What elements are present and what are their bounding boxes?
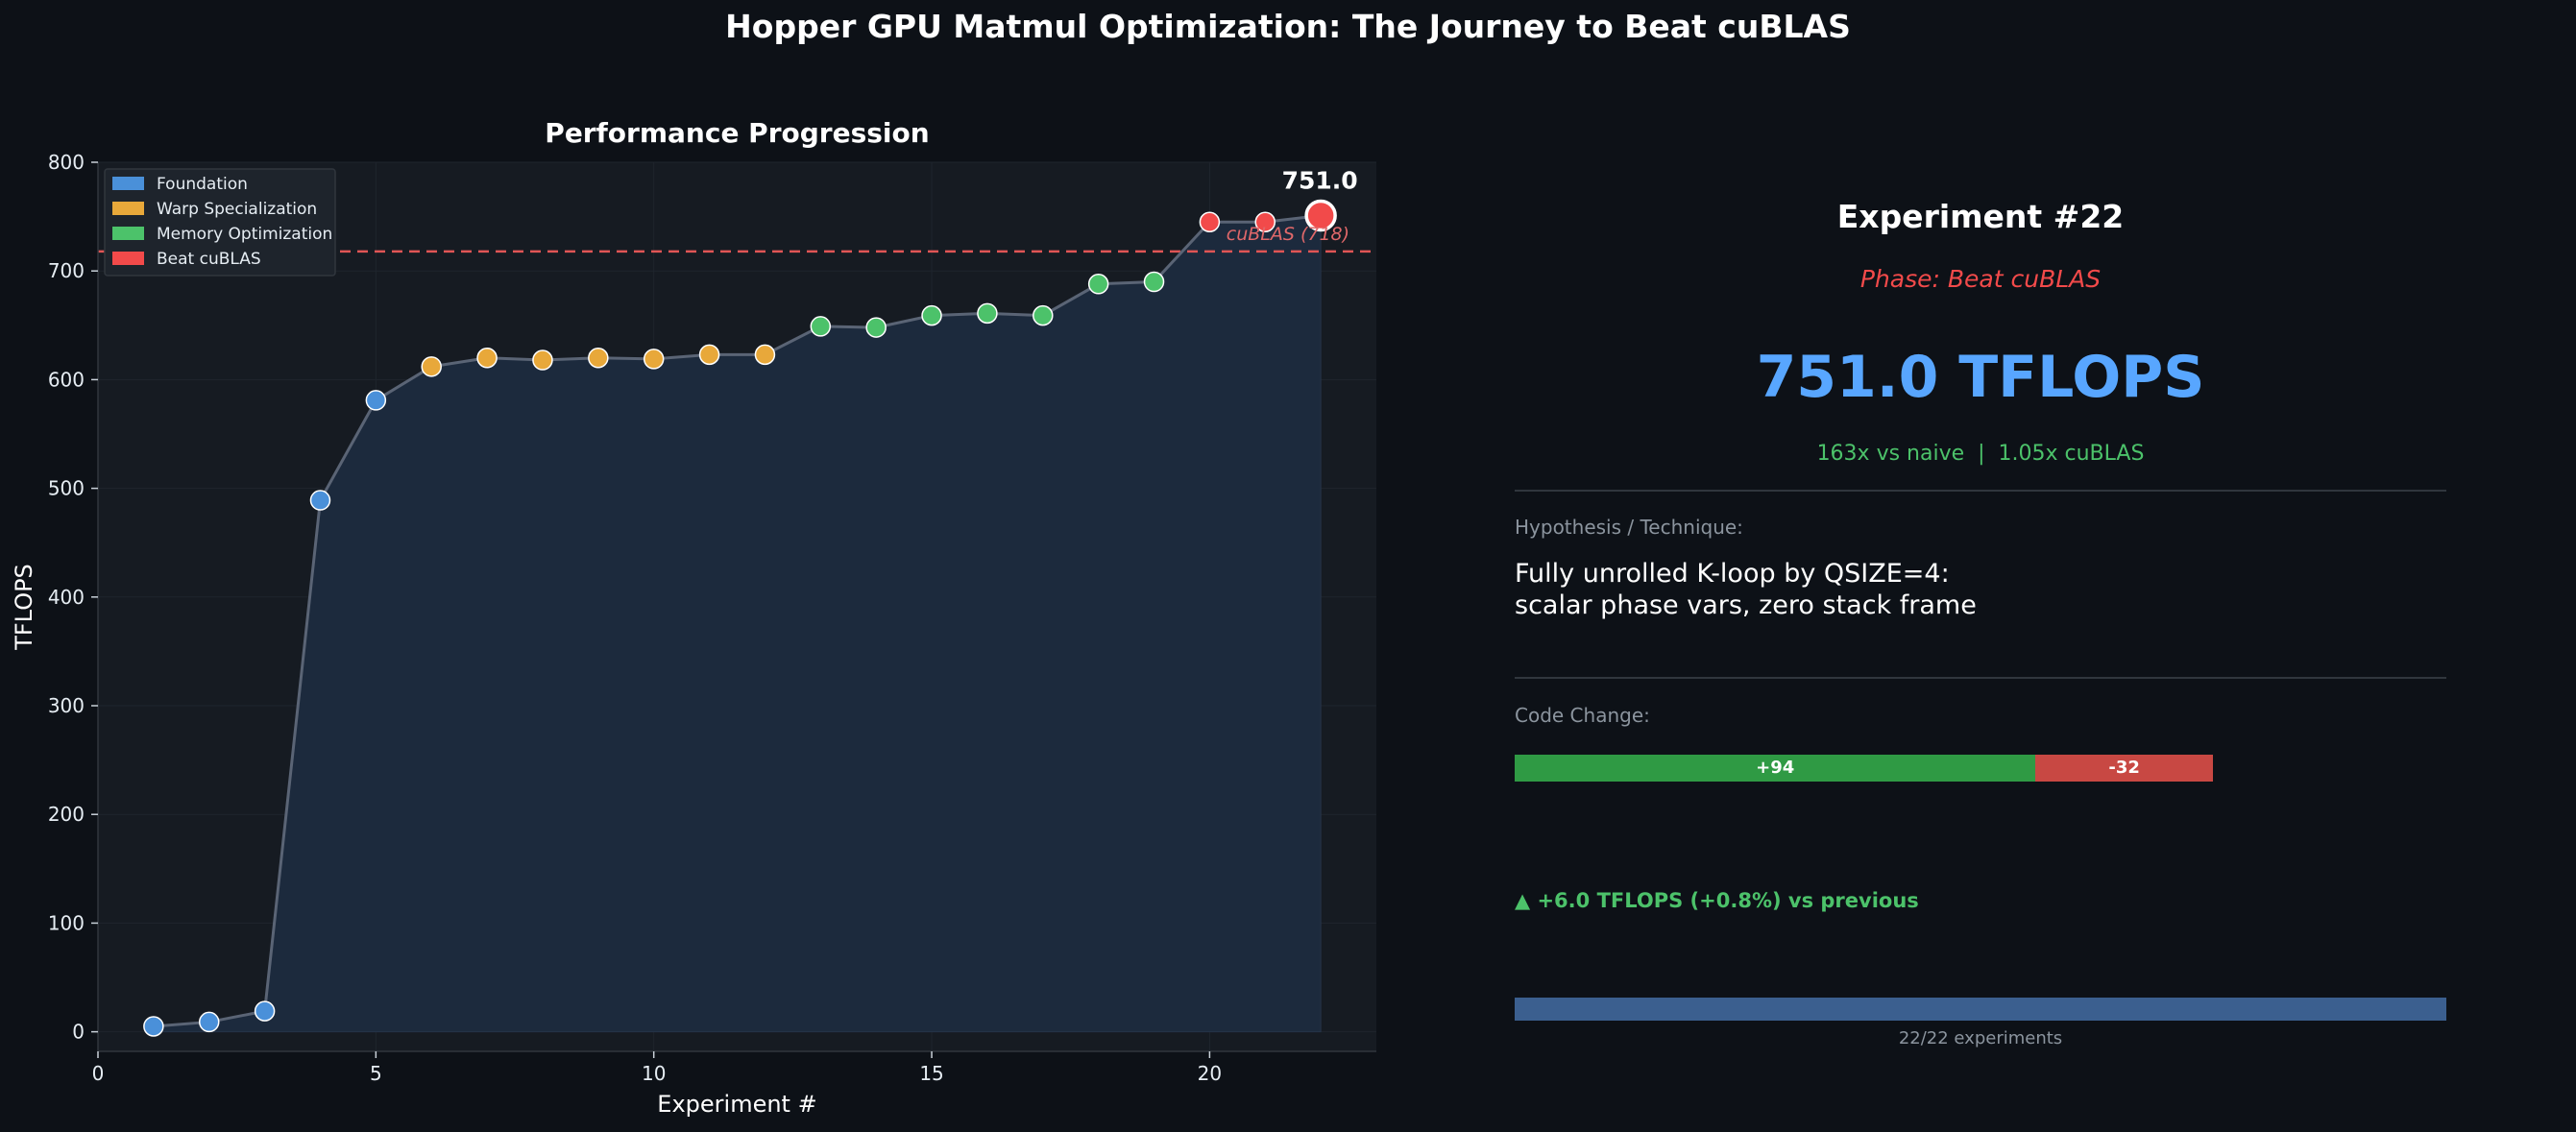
- legend-label: Foundation: [157, 175, 248, 194]
- data-point: [1304, 199, 1337, 232]
- data-point: [588, 348, 609, 369]
- data-point: [1033, 304, 1054, 326]
- y-tick-label: 0: [72, 1021, 85, 1044]
- legend-label: Beat cuBLAS: [157, 250, 261, 269]
- data-point: [365, 390, 387, 411]
- data-point: [643, 349, 665, 370]
- x-axis-label: Experiment #: [657, 1091, 816, 1118]
- lines-added-bar: +94: [1515, 755, 2036, 782]
- legend-box: [104, 168, 336, 277]
- x-tick-label: 10: [642, 1062, 666, 1085]
- data-point: [810, 316, 832, 337]
- x-tick-label: 0: [92, 1062, 105, 1085]
- legend-swatch: [112, 252, 144, 265]
- y-tick-label: 800: [48, 151, 85, 174]
- x-tick-label: 15: [919, 1062, 943, 1085]
- data-point: [254, 1000, 276, 1022]
- y-tick-label: 600: [48, 368, 85, 391]
- y-axis-label: TFLOPS: [11, 564, 37, 651]
- data-point: [476, 348, 498, 369]
- data-point: [1199, 211, 1221, 233]
- highlight-label: 751.0: [1282, 166, 1358, 194]
- data-point: [698, 344, 720, 366]
- legend-swatch: [112, 227, 144, 240]
- y-tick-label: 300: [48, 694, 85, 717]
- y-tick-label: 400: [48, 586, 85, 609]
- legend-swatch: [112, 177, 144, 190]
- progress-text: 22/22 experiments: [1898, 1028, 2063, 1048]
- y-tick-label: 200: [48, 803, 85, 826]
- divider: [1515, 490, 2446, 492]
- data-point: [921, 304, 942, 326]
- chart-title: Performance Progression: [545, 117, 929, 149]
- experiment-detail-panel: Experiment #22 Phase: Beat cuBLAS 751.0 …: [1515, 0, 2446, 1132]
- hypothesis-text: Fully unrolled K-loop by QSIZE=4: scalar…: [1515, 559, 1977, 620]
- experiment-title: Experiment #22: [1836, 198, 2125, 235]
- legend-label: Memory Optimization: [157, 225, 332, 244]
- speedup-summary: 163x vs naive | 1.05x cuBLAS: [1816, 442, 2145, 466]
- data-point: [421, 356, 442, 377]
- tflops-value: 751.0 TFLOPS: [1756, 344, 2205, 411]
- data-point: [865, 317, 887, 338]
- y-tick-label: 700: [48, 259, 85, 282]
- lines-removed-bar: -32: [2035, 755, 2213, 782]
- y-tick-label: 100: [48, 911, 85, 934]
- data-point: [977, 302, 998, 325]
- code-change-label: Code Change:: [1515, 704, 1650, 727]
- x-tick-label: 5: [370, 1062, 382, 1085]
- figure-title: Hopper GPU Matmul Optimization: The Jour…: [725, 8, 1851, 45]
- cublas-reference-label: cuBLAS (718): [1227, 224, 1349, 245]
- data-point: [754, 344, 776, 366]
- progress-fill: [1515, 998, 2446, 1021]
- data-point: [1087, 274, 1109, 295]
- tflops-delta: ▲ +6.0 TFLOPS (+0.8%) vs previous: [1515, 889, 1919, 912]
- data-point: [1254, 211, 1276, 233]
- data-point: [198, 1011, 220, 1033]
- experiment-progress-bar: [1515, 998, 2446, 1021]
- series-line: [153, 213, 1322, 1028]
- legend-swatch: [112, 202, 144, 215]
- data-point: [309, 490, 331, 511]
- legend-label: Warp Specialization: [157, 200, 317, 219]
- data-point: [1143, 271, 1165, 293]
- hypothesis-label: Hypothesis / Technique:: [1515, 516, 1743, 539]
- divider: [1515, 677, 2446, 679]
- data-point: [143, 1016, 164, 1037]
- y-tick-label: 500: [48, 477, 85, 500]
- x-tick-label: 20: [1198, 1062, 1222, 1085]
- phase-label: Phase: Beat cuBLAS: [1859, 265, 2102, 293]
- data-point: [532, 349, 553, 371]
